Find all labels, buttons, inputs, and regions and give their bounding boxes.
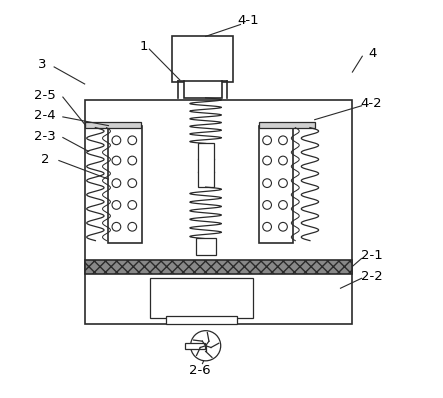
Bar — [185, 343, 205, 349]
Text: 2-4: 2-4 — [34, 109, 56, 122]
Bar — [85, 260, 352, 274]
Bar — [184, 81, 222, 98]
Circle shape — [263, 156, 272, 165]
Bar — [109, 126, 142, 243]
Circle shape — [263, 201, 272, 209]
Bar — [196, 238, 216, 255]
Text: 3: 3 — [38, 58, 47, 71]
Bar — [172, 36, 233, 82]
Text: 2-2: 2-2 — [361, 270, 382, 283]
Bar — [85, 122, 141, 129]
Bar — [166, 316, 237, 324]
Circle shape — [128, 222, 136, 231]
Circle shape — [112, 201, 121, 209]
Text: 4-1: 4-1 — [237, 14, 259, 27]
Text: 4: 4 — [368, 47, 377, 60]
Circle shape — [279, 222, 288, 231]
Bar — [259, 122, 315, 129]
Text: 2-6: 2-6 — [189, 364, 210, 377]
Circle shape — [279, 179, 288, 187]
Circle shape — [112, 156, 121, 165]
Circle shape — [128, 179, 136, 187]
Circle shape — [112, 136, 121, 144]
Circle shape — [263, 179, 272, 187]
Text: 2-5: 2-5 — [34, 90, 56, 102]
Bar — [259, 126, 293, 243]
Text: 2: 2 — [41, 153, 49, 166]
Circle shape — [279, 136, 288, 144]
Circle shape — [190, 331, 221, 361]
Bar — [198, 143, 214, 187]
Circle shape — [112, 222, 121, 231]
Circle shape — [128, 156, 136, 165]
Circle shape — [279, 156, 288, 165]
Bar — [85, 100, 352, 324]
Circle shape — [128, 136, 136, 144]
Circle shape — [263, 136, 272, 144]
Circle shape — [128, 201, 136, 209]
Circle shape — [112, 179, 121, 187]
Text: 4-2: 4-2 — [361, 98, 382, 110]
Circle shape — [279, 201, 288, 209]
Bar — [150, 278, 253, 318]
Text: 2-1: 2-1 — [361, 249, 382, 262]
Text: 1: 1 — [140, 40, 148, 53]
Circle shape — [263, 222, 272, 231]
Text: 2-3: 2-3 — [34, 130, 56, 143]
